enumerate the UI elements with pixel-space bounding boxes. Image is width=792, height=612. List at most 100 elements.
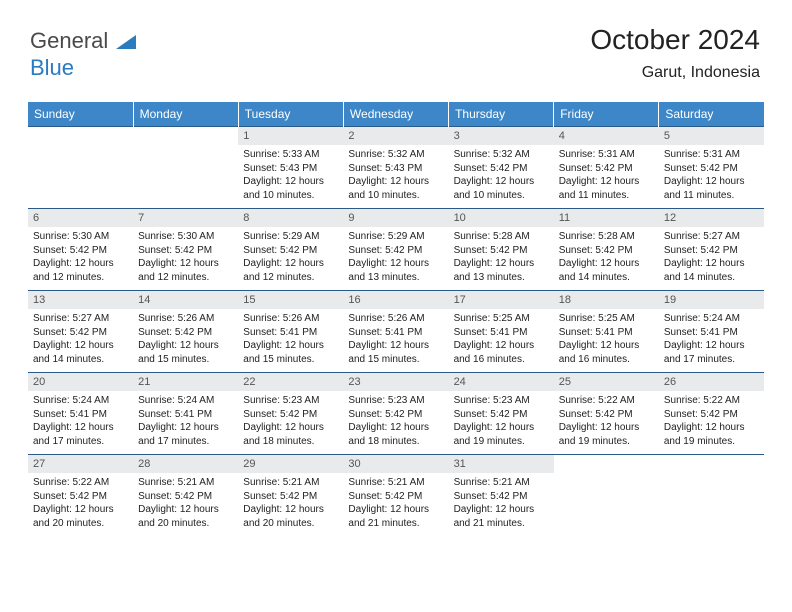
day-details: Sunrise: 5:24 AMSunset: 5:41 PMDaylight:… — [659, 309, 764, 370]
day-details: Sunrise: 5:28 AMSunset: 5:42 PMDaylight:… — [449, 227, 554, 288]
calendar-day-cell: 3Sunrise: 5:32 AMSunset: 5:42 PMDaylight… — [449, 127, 554, 209]
calendar-day-header: Friday — [554, 102, 659, 127]
day-number: 17 — [449, 291, 554, 309]
calendar-day-cell: 13Sunrise: 5:27 AMSunset: 5:42 PMDayligh… — [28, 291, 133, 373]
day-number: 30 — [343, 455, 448, 473]
day-details: Sunrise: 5:23 AMSunset: 5:42 PMDaylight:… — [449, 391, 554, 452]
day-details: Sunrise: 5:23 AMSunset: 5:42 PMDaylight:… — [238, 391, 343, 452]
day-number: 23 — [343, 373, 448, 391]
day-details: Sunrise: 5:26 AMSunset: 5:41 PMDaylight:… — [238, 309, 343, 370]
day-details: Sunrise: 5:31 AMSunset: 5:42 PMDaylight:… — [659, 145, 764, 206]
calendar-day-cell: 1Sunrise: 5:33 AMSunset: 5:43 PMDaylight… — [238, 127, 343, 209]
calendar-day-cell: 27Sunrise: 5:22 AMSunset: 5:42 PMDayligh… — [28, 455, 133, 537]
calendar-day-cell: 29Sunrise: 5:21 AMSunset: 5:42 PMDayligh… — [238, 455, 343, 537]
day-number: 12 — [659, 209, 764, 227]
calendar-day-cell: 2Sunrise: 5:32 AMSunset: 5:43 PMDaylight… — [343, 127, 448, 209]
calendar-day-cell: 30Sunrise: 5:21 AMSunset: 5:42 PMDayligh… — [343, 455, 448, 537]
day-details: Sunrise: 5:27 AMSunset: 5:42 PMDaylight:… — [28, 309, 133, 370]
calendar-day-cell: 28Sunrise: 5:21 AMSunset: 5:42 PMDayligh… — [133, 455, 238, 537]
calendar-week-row: 13Sunrise: 5:27 AMSunset: 5:42 PMDayligh… — [28, 291, 764, 373]
day-number: 9 — [343, 209, 448, 227]
calendar-day-header: Monday — [133, 102, 238, 127]
brand-triangle-icon — [116, 29, 136, 55]
calendar-day-cell: 12Sunrise: 5:27 AMSunset: 5:42 PMDayligh… — [659, 209, 764, 291]
day-details: Sunrise: 5:23 AMSunset: 5:42 PMDaylight:… — [343, 391, 448, 452]
location-label: Garut, Indonesia — [642, 64, 760, 82]
day-number: 5 — [659, 127, 764, 145]
day-details: Sunrise: 5:33 AMSunset: 5:43 PMDaylight:… — [238, 145, 343, 206]
day-details: Sunrise: 5:26 AMSunset: 5:41 PMDaylight:… — [343, 309, 448, 370]
day-number: 25 — [554, 373, 659, 391]
sunrise-calendar: SundayMondayTuesdayWednesdayThursdayFrid… — [28, 102, 764, 537]
day-details: Sunrise: 5:28 AMSunset: 5:42 PMDaylight:… — [554, 227, 659, 288]
calendar-body: 1Sunrise: 5:33 AMSunset: 5:43 PMDaylight… — [28, 127, 764, 537]
calendar-day-cell — [659, 455, 764, 537]
day-details: Sunrise: 5:27 AMSunset: 5:42 PMDaylight:… — [659, 227, 764, 288]
day-number: 19 — [659, 291, 764, 309]
calendar-day-cell: 26Sunrise: 5:22 AMSunset: 5:42 PMDayligh… — [659, 373, 764, 455]
day-details: Sunrise: 5:21 AMSunset: 5:42 PMDaylight:… — [449, 473, 554, 534]
calendar-day-cell: 9Sunrise: 5:29 AMSunset: 5:42 PMDaylight… — [343, 209, 448, 291]
calendar-day-cell: 4Sunrise: 5:31 AMSunset: 5:42 PMDaylight… — [554, 127, 659, 209]
day-details: Sunrise: 5:22 AMSunset: 5:42 PMDaylight:… — [659, 391, 764, 452]
day-number: 10 — [449, 209, 554, 227]
calendar-day-cell — [28, 127, 133, 209]
day-details: Sunrise: 5:30 AMSunset: 5:42 PMDaylight:… — [28, 227, 133, 288]
calendar-day-cell: 7Sunrise: 5:30 AMSunset: 5:42 PMDaylight… — [133, 209, 238, 291]
calendar-header-row: SundayMondayTuesdayWednesdayThursdayFrid… — [28, 102, 764, 127]
day-details: Sunrise: 5:22 AMSunset: 5:42 PMDaylight:… — [28, 473, 133, 534]
calendar-day-cell: 18Sunrise: 5:25 AMSunset: 5:41 PMDayligh… — [554, 291, 659, 373]
calendar-day-header: Saturday — [659, 102, 764, 127]
calendar-day-header: Sunday — [28, 102, 133, 127]
calendar-day-cell: 16Sunrise: 5:26 AMSunset: 5:41 PMDayligh… — [343, 291, 448, 373]
calendar-day-header: Wednesday — [343, 102, 448, 127]
day-details: Sunrise: 5:21 AMSunset: 5:42 PMDaylight:… — [238, 473, 343, 534]
calendar-day-cell: 21Sunrise: 5:24 AMSunset: 5:41 PMDayligh… — [133, 373, 238, 455]
day-number: 21 — [133, 373, 238, 391]
day-number: 13 — [28, 291, 133, 309]
day-number: 4 — [554, 127, 659, 145]
day-details: Sunrise: 5:25 AMSunset: 5:41 PMDaylight:… — [554, 309, 659, 370]
day-details: Sunrise: 5:29 AMSunset: 5:42 PMDaylight:… — [343, 227, 448, 288]
day-number: 11 — [554, 209, 659, 227]
calendar-day-cell: 25Sunrise: 5:22 AMSunset: 5:42 PMDayligh… — [554, 373, 659, 455]
day-details: Sunrise: 5:21 AMSunset: 5:42 PMDaylight:… — [343, 473, 448, 534]
calendar-day-cell: 20Sunrise: 5:24 AMSunset: 5:41 PMDayligh… — [28, 373, 133, 455]
calendar-day-cell — [133, 127, 238, 209]
calendar-day-cell: 19Sunrise: 5:24 AMSunset: 5:41 PMDayligh… — [659, 291, 764, 373]
calendar-day-cell: 6Sunrise: 5:30 AMSunset: 5:42 PMDaylight… — [28, 209, 133, 291]
day-details: Sunrise: 5:25 AMSunset: 5:41 PMDaylight:… — [449, 309, 554, 370]
brand-logo: General Blue — [30, 28, 136, 81]
day-details: Sunrise: 5:29 AMSunset: 5:42 PMDaylight:… — [238, 227, 343, 288]
calendar-week-row: 27Sunrise: 5:22 AMSunset: 5:42 PMDayligh… — [28, 455, 764, 537]
day-number: 31 — [449, 455, 554, 473]
brand-word-1: General — [30, 28, 108, 53]
day-number: 27 — [28, 455, 133, 473]
page-title: October 2024 — [590, 24, 760, 56]
calendar-week-row: 20Sunrise: 5:24 AMSunset: 5:41 PMDayligh… — [28, 373, 764, 455]
calendar-day-cell: 31Sunrise: 5:21 AMSunset: 5:42 PMDayligh… — [449, 455, 554, 537]
day-number: 6 — [28, 209, 133, 227]
day-number: 16 — [343, 291, 448, 309]
day-number: 15 — [238, 291, 343, 309]
calendar-day-cell: 10Sunrise: 5:28 AMSunset: 5:42 PMDayligh… — [449, 209, 554, 291]
calendar-day-cell — [554, 455, 659, 537]
day-number: 28 — [133, 455, 238, 473]
day-details: Sunrise: 5:30 AMSunset: 5:42 PMDaylight:… — [133, 227, 238, 288]
day-details: Sunrise: 5:24 AMSunset: 5:41 PMDaylight:… — [133, 391, 238, 452]
calendar-day-cell: 17Sunrise: 5:25 AMSunset: 5:41 PMDayligh… — [449, 291, 554, 373]
day-number: 14 — [133, 291, 238, 309]
day-number: 2 — [343, 127, 448, 145]
day-details: Sunrise: 5:32 AMSunset: 5:43 PMDaylight:… — [343, 145, 448, 206]
calendar-day-cell: 5Sunrise: 5:31 AMSunset: 5:42 PMDaylight… — [659, 127, 764, 209]
calendar-week-row: 6Sunrise: 5:30 AMSunset: 5:42 PMDaylight… — [28, 209, 764, 291]
calendar-day-cell: 22Sunrise: 5:23 AMSunset: 5:42 PMDayligh… — [238, 373, 343, 455]
calendar-day-header: Thursday — [449, 102, 554, 127]
day-number: 26 — [659, 373, 764, 391]
calendar-week-row: 1Sunrise: 5:33 AMSunset: 5:43 PMDaylight… — [28, 127, 764, 209]
day-number: 18 — [554, 291, 659, 309]
day-details: Sunrise: 5:21 AMSunset: 5:42 PMDaylight:… — [133, 473, 238, 534]
day-number: 20 — [28, 373, 133, 391]
brand-word-2: Blue — [30, 55, 74, 80]
calendar-day-cell: 14Sunrise: 5:26 AMSunset: 5:42 PMDayligh… — [133, 291, 238, 373]
